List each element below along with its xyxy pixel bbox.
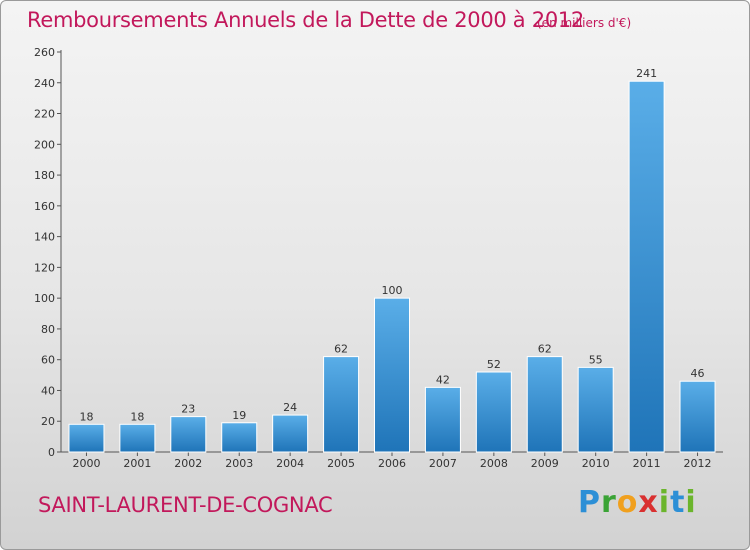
x-tick-label-2005: 2005 [327, 457, 355, 470]
x-tick-label-2008: 2008 [480, 457, 508, 470]
data-label-2004: 24 [283, 401, 297, 414]
y-tick-label: 140 [34, 231, 55, 244]
data-label-2010: 55 [589, 353, 603, 366]
data-label-2001: 18 [130, 410, 144, 423]
data-label-2008: 52 [487, 358, 501, 371]
bar-2004 [272, 414, 309, 453]
bar-2012 [679, 380, 716, 453]
y-tick-label: 100 [34, 292, 55, 305]
bar-2002 [170, 416, 207, 453]
y-tick-label: 240 [34, 77, 55, 90]
x-tick-label-2006: 2006 [378, 457, 406, 470]
x-tick-label-2003: 2003 [225, 457, 253, 470]
chart-title: Remboursements Annuels de la Dette de 20… [27, 8, 584, 32]
chart-unit: (en milliers d'€) [537, 16, 632, 30]
bar-2011 [628, 80, 665, 453]
data-label-2007: 42 [436, 373, 450, 386]
bar-2008 [475, 371, 512, 453]
bar-2007 [424, 386, 461, 453]
bar-2001 [119, 423, 156, 453]
bar-2009 [526, 356, 563, 453]
y-tick-label: 0 [48, 446, 55, 459]
x-tick-label-2001: 2001 [123, 457, 151, 470]
bar-2003 [221, 422, 258, 453]
data-label-2002: 23 [181, 403, 195, 416]
y-tick-label: 40 [41, 384, 55, 397]
x-tick-label-2007: 2007 [429, 457, 457, 470]
x-tick-label-2010: 2010 [582, 457, 610, 470]
data-label-2005: 62 [334, 343, 348, 356]
x-tick-label-2011: 2011 [633, 457, 661, 470]
y-tick-label: 20 [41, 415, 55, 428]
y-tick-label: 80 [41, 323, 55, 336]
proxiti-logo: Proxiti [578, 485, 697, 520]
data-label-2003: 19 [232, 409, 246, 422]
y-tick-label: 260 [34, 46, 55, 59]
y-tick-label: 220 [34, 108, 55, 121]
x-tick-label-2000: 2000 [72, 457, 100, 470]
data-label-2012: 46 [691, 367, 705, 380]
y-tick-label: 200 [34, 138, 55, 151]
y-tick-label: 60 [41, 354, 55, 367]
data-label-2011: 241 [636, 67, 657, 80]
x-tick-label-2009: 2009 [531, 457, 559, 470]
commune-name: SAINT-LAURENT-DE-COGNAC [38, 493, 333, 517]
data-label-2009: 62 [538, 343, 552, 356]
y-tick-label: 120 [34, 261, 55, 274]
y-tick-label: 180 [34, 169, 55, 182]
data-label-2006: 100 [382, 284, 403, 297]
bar-2006 [374, 297, 410, 453]
x-tick-label-2012: 2012 [684, 457, 712, 470]
bar-2010 [577, 366, 614, 453]
bar-2005 [323, 356, 360, 453]
x-tick-label-2004: 2004 [276, 457, 304, 470]
bar-2000 [68, 423, 105, 453]
data-label-2000: 18 [79, 410, 93, 423]
y-tick-label: 160 [34, 200, 55, 213]
x-tick-label-2002: 2002 [174, 457, 202, 470]
